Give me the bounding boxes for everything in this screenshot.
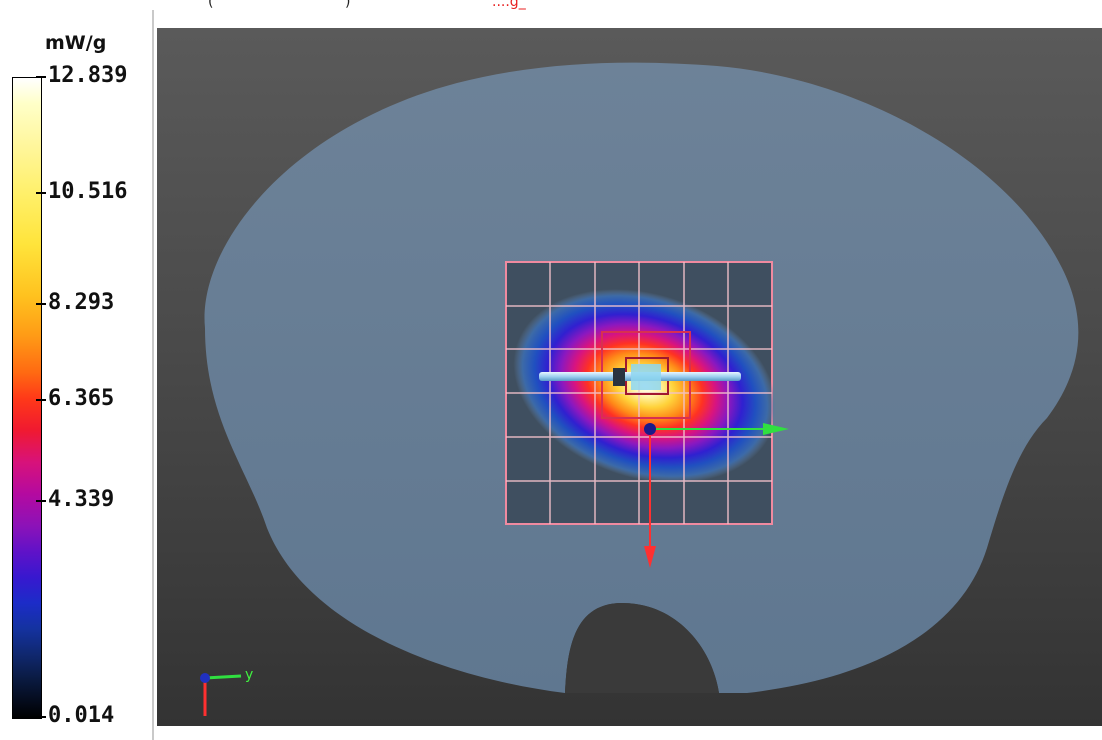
orientation-triad-icon (200, 673, 242, 716)
header-fragment-red: ....g_ (492, 0, 526, 10)
device-body (631, 364, 661, 390)
legend-tick-mark (36, 500, 46, 503)
legend-tick-mark (36, 302, 46, 305)
legend-colorbar (12, 77, 42, 719)
scan-grid (506, 262, 772, 524)
legend-tick-label: 4.339 (48, 487, 115, 513)
legend-tick-label: 8.293 (48, 289, 115, 315)
legend-tick-mark (36, 399, 46, 402)
axis-y-arrow-icon (763, 423, 789, 435)
device-antenna (613, 368, 625, 386)
3d-viewport[interactable]: y (157, 28, 1102, 726)
viewport-canvas: y (200, 62, 1079, 716)
axis-x-arrow-icon (644, 546, 656, 568)
header-fragment-mid: ) (345, 0, 351, 10)
legend-tick-mark (36, 76, 46, 78)
legend-tick-label: 6.365 (48, 386, 115, 412)
header-strip: ( ) ....g_ (0, 0, 1102, 10)
legend-tick-label: 0.014 (48, 703, 115, 728)
legend-unit-label: mW/g (45, 32, 107, 54)
legend-tick-label: 10.516 (48, 178, 128, 204)
legend-tick-mark (36, 716, 46, 718)
header-fragment-left: ( (208, 0, 214, 10)
axis-origin (644, 423, 656, 435)
triad-y-label: y (245, 667, 253, 683)
phantom-notch (565, 603, 719, 693)
legend-tick-mark (36, 191, 46, 194)
legend-tick-label: 12.839 (48, 63, 128, 88)
color-legend-panel: mW/g 12.839 10.516 8.293 6.365 4.339 0.014 (0, 10, 154, 740)
